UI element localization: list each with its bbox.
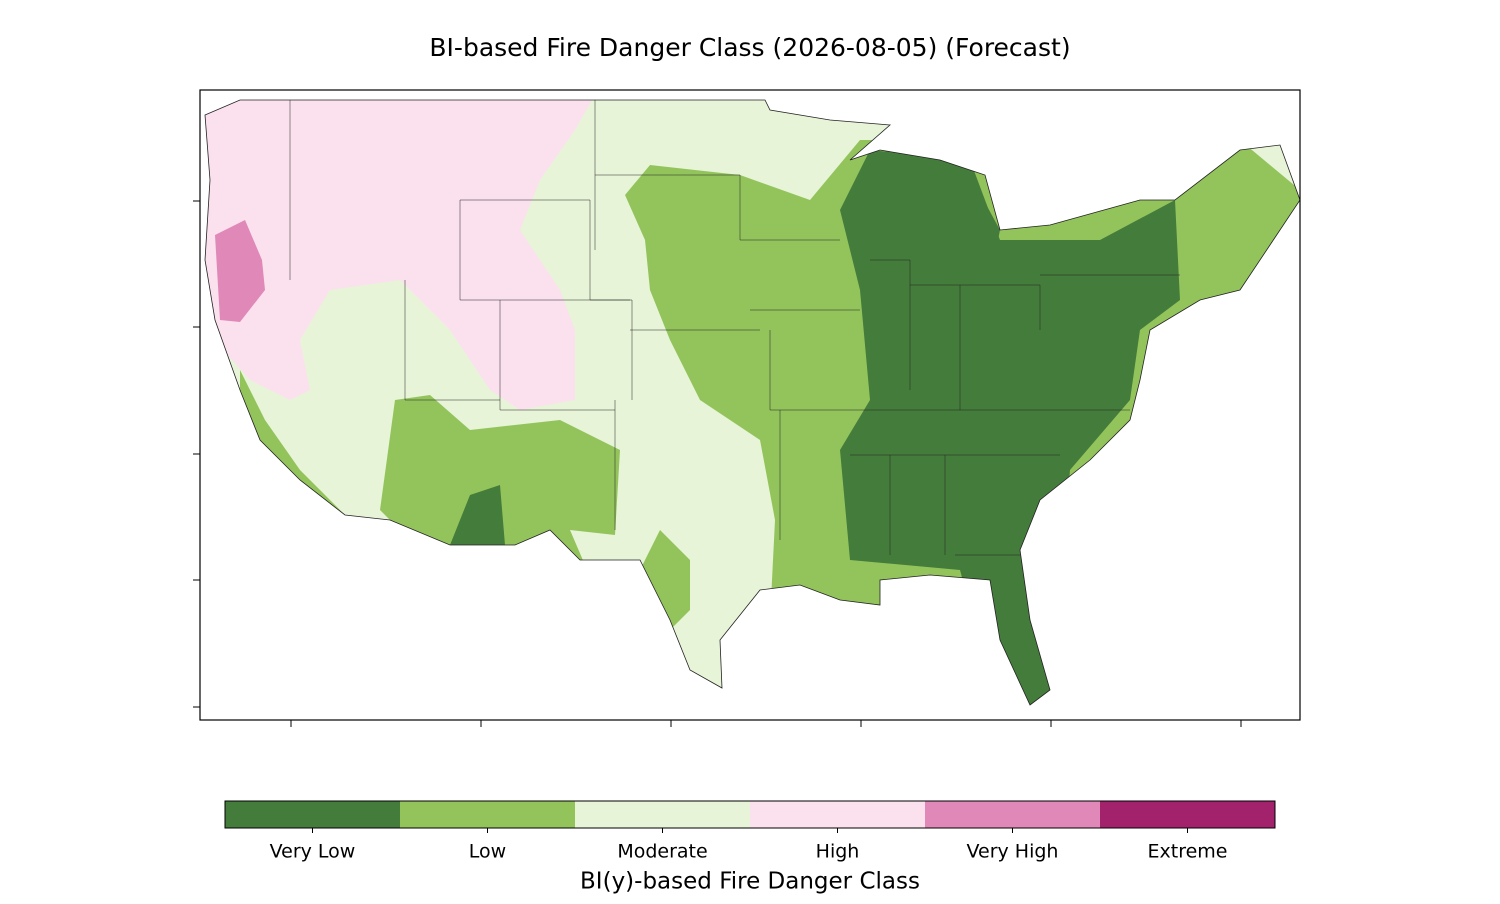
very-low-area-michigan <box>930 175 1000 290</box>
very-low-area-arizona <box>450 485 505 545</box>
colorbar-segment <box>575 801 750 828</box>
colorbar-label: High <box>816 841 860 863</box>
high-area <box>205 100 595 410</box>
colorbar-label: Very High <box>967 841 1059 863</box>
colorbar-title: BI(y)-based Fire Danger Class <box>580 869 920 895</box>
colorbar-segment <box>400 801 575 828</box>
colorbar-label: Low <box>469 841 506 863</box>
map-title: BI-based Fire Danger Class (2026-08-05) … <box>429 33 1070 62</box>
map-frame <box>199 89 1301 721</box>
colorbar-frame <box>224 800 1276 829</box>
colorbar-segment <box>925 801 1100 828</box>
colorbar-label: Moderate <box>617 841 707 863</box>
very-high-area <box>215 220 265 322</box>
axis-ticks <box>193 200 1242 727</box>
state-lines <box>289 100 1180 556</box>
map <box>193 89 1301 727</box>
very-low-area <box>840 150 1180 705</box>
colorbar-segment <box>1100 801 1275 828</box>
colorbar-segment <box>750 801 925 828</box>
colorbar-label: Extreme <box>1148 841 1228 863</box>
colorbar: Very Low Low Moderate High Very High Extreme <box>224 800 1276 863</box>
colorbar-segment <box>225 801 400 828</box>
low-area-southwest <box>380 395 690 640</box>
colorbar-label: Very Low <box>270 841 356 863</box>
